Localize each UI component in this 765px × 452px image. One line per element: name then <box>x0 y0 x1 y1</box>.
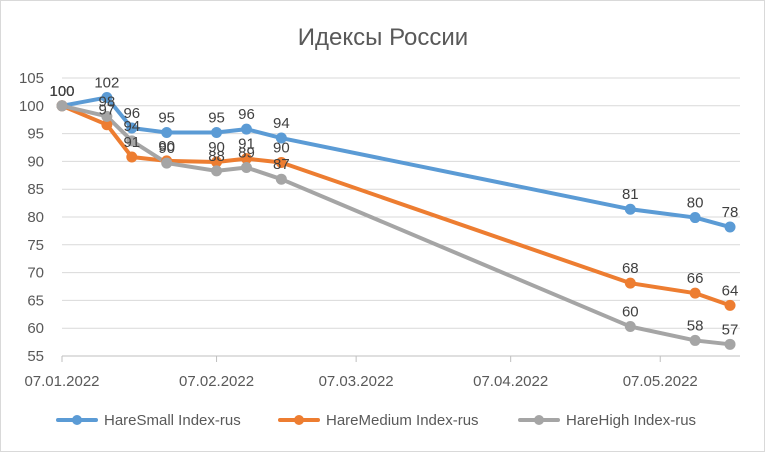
data-label: 94 <box>273 115 290 132</box>
x-tick-label: 07.02.2022 <box>179 373 254 390</box>
series-lines <box>60 95 733 347</box>
data-point <box>275 173 287 185</box>
x-tick-label: 07.03.2022 <box>319 373 394 390</box>
y-tick-label: 70 <box>27 265 44 282</box>
data-label: 87 <box>273 156 290 173</box>
data-point <box>126 135 138 147</box>
data-point <box>689 334 701 346</box>
data-label: 88 <box>208 148 225 165</box>
data-label: 57 <box>722 321 739 338</box>
legend-marker <box>294 415 304 425</box>
data-label: 90 <box>273 140 290 157</box>
y-tick-label: 90 <box>27 153 44 170</box>
data-label: 64 <box>722 282 739 299</box>
data-label: 68 <box>622 260 639 277</box>
legend-label: HareSmall Index-rus <box>104 412 241 429</box>
data-label: 91 <box>123 134 140 151</box>
data-point <box>211 126 223 138</box>
y-tick-label: 65 <box>27 292 44 309</box>
y-tick-label: 55 <box>27 348 44 365</box>
data-label: 89 <box>238 145 255 162</box>
data-point <box>724 221 736 233</box>
data-point <box>240 162 252 174</box>
x-tick-label: 07.01.2022 <box>24 373 99 390</box>
y-tick-label: 105 <box>19 70 44 87</box>
legend-label: HareHigh Index-rus <box>566 412 696 429</box>
y-tick-label: 80 <box>27 209 44 226</box>
data-label: 90 <box>208 139 225 156</box>
data-label: 80 <box>687 195 704 212</box>
data-label: 60 <box>622 304 639 321</box>
data-label: 90 <box>158 138 175 155</box>
legend-marker <box>72 415 82 425</box>
x-axis: 07.01.2022 07.02.2022 07.03.2022 07.04.2022… <box>24 355 740 390</box>
data-label: 100 <box>49 83 74 100</box>
data-label: 96 <box>238 106 255 123</box>
data-label: 98 <box>99 93 116 110</box>
data-label: 97 <box>99 102 116 119</box>
data-label: 66 <box>687 270 704 287</box>
data-label: 96 <box>123 105 140 122</box>
data-point <box>624 277 636 289</box>
data-label: 58 <box>687 317 704 334</box>
data-label: 90 <box>158 140 175 157</box>
data-point <box>275 132 287 144</box>
y-axis-ticks: 55 60 65 70 75 80 85 90 95 100 105 <box>19 70 44 365</box>
data-label: 95 <box>208 109 225 126</box>
data-point <box>624 203 636 215</box>
data-label: 102 <box>94 74 119 91</box>
data-point <box>724 299 736 311</box>
data-label: 94 <box>123 118 140 135</box>
x-tick-label: 07.05.2022 <box>623 373 698 390</box>
legend: HareSmall Index-rus HareMedium Index-rus H… <box>56 412 696 429</box>
legend-marker <box>534 415 544 425</box>
legend-label: HareMedium Index-rus <box>326 412 479 429</box>
data-point <box>724 338 736 350</box>
data-point <box>275 157 287 169</box>
y-tick-label: 60 <box>27 320 44 337</box>
series-line <box>60 95 733 230</box>
data-label: 91 <box>238 136 255 153</box>
y-tick-label: 100 <box>19 98 44 115</box>
y-tick-label: 75 <box>27 237 44 254</box>
y-tick-label: 95 <box>27 126 44 143</box>
data-label: 100 <box>49 83 74 100</box>
data-point <box>56 100 68 112</box>
x-tick-label: 07.04.2022 <box>473 373 548 390</box>
data-label: 81 <box>622 186 639 203</box>
data-point <box>240 123 252 135</box>
data-point <box>101 91 113 103</box>
data-label: 100 <box>49 83 74 100</box>
data-point <box>101 110 113 122</box>
data-point <box>211 165 223 177</box>
series-line <box>60 103 733 347</box>
y-tick-label: 85 <box>27 181 44 198</box>
data-point <box>689 212 701 224</box>
data-point <box>624 321 636 333</box>
data-label: 95 <box>158 109 175 126</box>
data-point <box>126 122 138 134</box>
chart-title: Идексы России <box>298 24 468 51</box>
data-point <box>161 157 173 169</box>
series-line <box>60 103 733 308</box>
data-point <box>689 287 701 299</box>
series-points <box>56 91 736 350</box>
data-point <box>161 126 173 138</box>
data-label: 78 <box>722 204 739 221</box>
data-point <box>126 151 138 163</box>
